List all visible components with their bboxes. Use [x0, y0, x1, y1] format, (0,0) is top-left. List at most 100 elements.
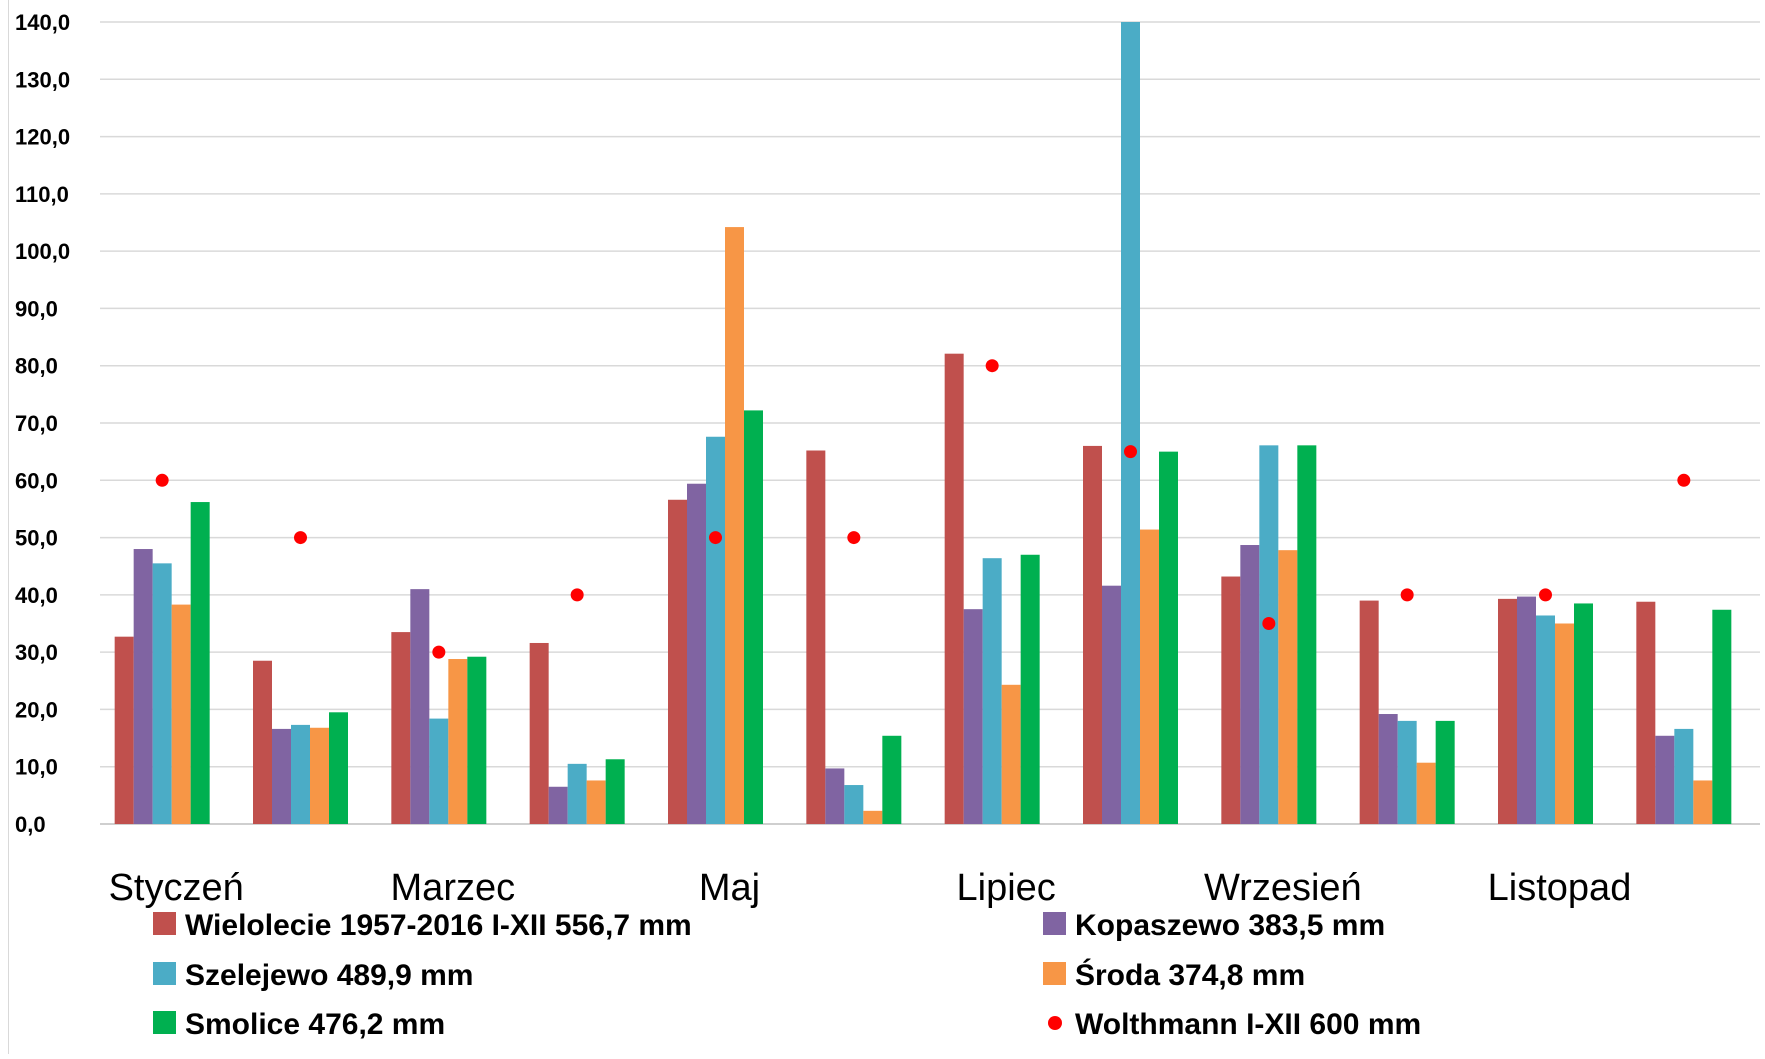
bar-4-9 — [1278, 550, 1298, 824]
bar-1-6 — [806, 450, 826, 824]
bar-1-2 — [253, 660, 272, 824]
bar-2-1 — [133, 549, 153, 824]
markers — [155, 359, 1691, 659]
legend-swatch — [1043, 962, 1066, 985]
bar-5-4 — [605, 759, 625, 824]
marker-point-12 — [1677, 473, 1691, 487]
marker-point-10 — [1400, 588, 1414, 602]
bar-3-6 — [844, 785, 864, 824]
y-tick-label: 140,0 — [15, 10, 70, 35]
legend-swatch — [1048, 1016, 1062, 1030]
bar-1-10 — [1359, 600, 1379, 824]
legend-swatch — [153, 1011, 176, 1034]
bar-4-4 — [586, 780, 606, 824]
legend-label: Wielolecie 1957-2016 I-XII 556,7 mm — [185, 909, 692, 942]
chart-border — [8, 0, 9, 1054]
bar-2-6 — [825, 768, 845, 824]
bar-2-11 — [1517, 596, 1536, 824]
bar-1-12 — [1636, 601, 1656, 824]
legend-swatch — [153, 912, 176, 935]
bar-5-1 — [190, 502, 210, 824]
legend-swatch — [1043, 912, 1066, 935]
bar-4-8 — [1140, 529, 1159, 824]
bar-4-10 — [1416, 762, 1436, 824]
legend-label: Szelejewo 489,9 mm — [185, 959, 474, 992]
bars — [114, 22, 1732, 824]
bar-3-5 — [706, 436, 725, 824]
bar-4-1 — [171, 604, 191, 824]
marker-point-11 — [1539, 588, 1552, 602]
bar-2-2 — [272, 728, 291, 824]
bar-1-5 — [668, 499, 687, 824]
bar-1-4 — [529, 642, 549, 824]
bar-3-8 — [1121, 22, 1140, 824]
bar-4-11 — [1555, 623, 1574, 824]
bar-5-8 — [1159, 451, 1178, 824]
y-tick-label: 90,0 — [15, 296, 58, 321]
bar-4-5 — [725, 227, 744, 824]
marker-point-3 — [432, 645, 446, 659]
bar-2-8 — [1102, 585, 1121, 824]
legend-label: Środa 374,8 mm — [1075, 958, 1305, 992]
bar-5-2 — [329, 712, 348, 824]
bar-1-11 — [1498, 598, 1517, 824]
marker-point-9 — [1262, 617, 1276, 630]
gridlines — [100, 21, 1760, 825]
marker-point-2 — [294, 531, 307, 545]
bar-5-11 — [1574, 603, 1593, 824]
bar-5-7 — [1020, 554, 1040, 824]
bar-3-2 — [291, 724, 310, 824]
y-tick-label: 120,0 — [15, 125, 70, 150]
x-tick-label: Styczeń — [109, 867, 244, 909]
bar-4-7 — [1001, 684, 1021, 824]
bar-5-10 — [1435, 720, 1455, 824]
bar-1-9 — [1221, 576, 1241, 824]
bar-3-10 — [1397, 720, 1417, 824]
y-tick-label: 70,0 — [15, 411, 58, 436]
bar-3-7 — [982, 558, 1002, 824]
legend-label: Smolice 476,2 mm — [185, 1008, 445, 1041]
legend: Wielolecie 1957-2016 I-XII 556,7 mm Kopas… — [153, 909, 1421, 1041]
bar-4-3 — [448, 659, 468, 824]
marker-point-5 — [709, 531, 722, 545]
bar-2-9 — [1240, 545, 1260, 824]
legend-swatch — [153, 962, 176, 985]
x-tick-label: Maj — [699, 867, 760, 909]
x-tick-label: Wrzesień — [1204, 867, 1362, 909]
y-tick-label: 50,0 — [15, 526, 58, 551]
marker-point-6 — [847, 531, 861, 545]
y-tick-label: 80,0 — [15, 354, 58, 379]
marker-point-1 — [155, 473, 169, 487]
y-tick-label: 100,0 — [15, 239, 70, 264]
y-axis: 0,0 10,0 20,0 30,0 40,0 50,0 60,0 70,0 80,0 90,0 1… — [15, 10, 70, 837]
bar-4-2 — [310, 727, 329, 824]
bar-5-9 — [1297, 445, 1317, 824]
bar-3-3 — [429, 718, 449, 824]
y-tick-label: 40,0 — [15, 583, 58, 608]
bar-3-1 — [152, 563, 172, 824]
y-tick-label: 0,0 — [15, 812, 46, 837]
bar-4-12 — [1693, 780, 1713, 824]
bar-2-7 — [963, 609, 983, 824]
bar-1-3 — [391, 632, 411, 824]
bar-5-6 — [882, 735, 902, 824]
bar-3-9 — [1259, 445, 1279, 824]
bar-5-3 — [467, 656, 487, 824]
legend-label: Kopaszewo 383,5 mm — [1075, 909, 1385, 942]
y-tick-label: 30,0 — [15, 640, 58, 665]
bar-1-7 — [944, 353, 964, 824]
bar-5-12 — [1712, 609, 1732, 824]
bar-1-1 — [114, 636, 134, 824]
bar-3-12 — [1674, 728, 1694, 824]
y-tick-label: 10,0 — [15, 755, 58, 780]
legend-label: Wolthmann I-XII 600 mm — [1075, 1008, 1421, 1041]
bar-3-4 — [567, 763, 587, 824]
marker-point-8 — [1124, 445, 1137, 459]
bar-2-4 — [548, 786, 568, 824]
bar-4-6 — [863, 810, 883, 824]
bar-2-12 — [1655, 735, 1675, 824]
bar-3-11 — [1536, 615, 1555, 824]
marker-point-7 — [985, 359, 999, 373]
